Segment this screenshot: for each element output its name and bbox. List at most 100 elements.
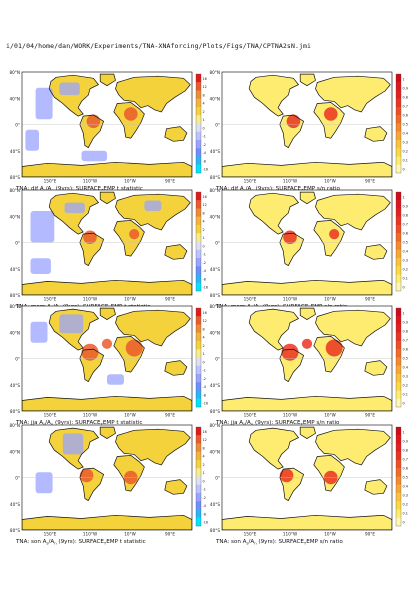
land-antarctica: [222, 515, 392, 530]
coastline: [164, 244, 188, 260]
y-tick-label: 40°S: [10, 383, 20, 388]
colorbar-frame: [395, 307, 402, 408]
high-value-region: [279, 468, 294, 483]
high-value-region: [301, 338, 313, 349]
y-tick-label: 80°N: [209, 70, 220, 75]
negative-region: [59, 314, 84, 334]
colorbar-swatch: [196, 241, 201, 250]
colorbar-tick-label: 0.4: [403, 131, 408, 135]
high-value-region: [325, 339, 343, 357]
coastline: [99, 426, 116, 440]
colorbar-swatch: [396, 324, 401, 333]
colorbar-swatch: [196, 216, 201, 226]
colorbar-tick-label: 0.5: [403, 475, 408, 479]
colorbar-tick-label: 12: [203, 319, 207, 323]
colorbar-tick-label: 0.3: [403, 140, 408, 144]
coastline: [364, 479, 388, 495]
colorbar-swatch: [196, 390, 201, 399]
y-tick-label: 80°N: [9, 70, 20, 75]
negative-region: [30, 258, 51, 274]
negative-region: [64, 202, 85, 214]
map-frame: [21, 305, 193, 412]
coastline: [22, 161, 192, 177]
land-eurasia: [115, 310, 191, 346]
colorbar-tick-label: 8: [203, 446, 205, 450]
y-tick-label: 0°: [15, 123, 20, 128]
coastline: [299, 73, 316, 87]
colorbar-swatch: [396, 74, 401, 83]
colorbar-tick-label: 0.6: [403, 466, 408, 470]
colorbar-tick-label: 4: [203, 336, 205, 340]
colorbar-swatch: [396, 476, 401, 485]
colorbar-swatch: [196, 435, 201, 444]
colorbar-swatch: [196, 258, 201, 267]
x-tick-label: 110°W: [83, 179, 97, 184]
coastline: [222, 161, 392, 177]
colorbar-swatch: [196, 332, 201, 342]
coastline: [313, 102, 345, 139]
colorbar-frame: [395, 191, 402, 292]
colorbar-swatch: [396, 233, 401, 242]
y-tick-label: 40°N: [209, 214, 220, 219]
coastline: [313, 336, 345, 373]
colorbar-swatch: [396, 390, 401, 399]
colorbar-tick-label: 0.6: [403, 231, 408, 235]
map-frame: [21, 424, 193, 531]
y-tick-label: 0°: [215, 123, 220, 128]
y-tick-label: 80°N: [209, 188, 220, 193]
land-eurasia: [115, 76, 191, 112]
x-tick-label: 110°W: [283, 179, 297, 184]
colorbar-tick-label: 0.7: [403, 222, 408, 226]
high-value-region: [79, 468, 94, 483]
colorbar-swatch: [396, 509, 401, 518]
high-value-region: [281, 343, 299, 361]
colorbar-swatch: [396, 484, 401, 494]
map-frame: [21, 189, 193, 296]
land-australia: [364, 126, 387, 142]
colorbar-swatch: [396, 493, 401, 502]
coastline: [115, 193, 191, 231]
high-value-region: [329, 229, 340, 240]
coastline: [48, 192, 100, 235]
negative-region: [81, 150, 107, 162]
high-value-region: [81, 343, 99, 361]
coastline: [248, 427, 300, 470]
x-tick-label: 90°E: [365, 297, 375, 302]
colorbar-swatch: [196, 365, 201, 375]
colorbar-swatch: [196, 509, 201, 518]
y-tick-label: 80°S: [10, 528, 20, 533]
colorbar-swatch: [196, 427, 201, 436]
colorbar-tick-label: 0: [203, 479, 205, 483]
colorbar-swatch: [396, 266, 401, 275]
y-tick-label: 0°: [215, 241, 220, 246]
colorbar-swatch: [396, 341, 401, 350]
x-tick-label: 150°E: [244, 179, 257, 184]
colorbar-tick-label: 1: [403, 430, 405, 434]
coastline: [222, 279, 392, 295]
x-tick-label: 110°W: [83, 532, 97, 537]
coastline: [364, 360, 388, 376]
y-tick-label: 40°N: [9, 449, 20, 454]
colorbar-swatch: [196, 484, 201, 494]
coastline: [113, 336, 145, 373]
map-frame: [221, 424, 393, 531]
colorbar-swatch: [396, 398, 401, 408]
land-antarctica: [22, 162, 192, 177]
x-tick-label: 90°E: [365, 413, 375, 418]
land-north-america: [249, 193, 299, 235]
coastline: [113, 220, 145, 257]
coastline: [48, 427, 100, 470]
x-tick-label: 10°W: [124, 413, 136, 418]
colorbar-swatch: [396, 427, 401, 436]
y-tick-label: 80°S: [210, 175, 220, 180]
colorbar-swatch: [196, 192, 201, 201]
colorbar-swatch: [196, 148, 201, 157]
colorbar-tick-label: 0.6: [403, 113, 408, 117]
colorbar-tick-label: 4: [203, 455, 205, 459]
colorbar-swatch: [196, 341, 201, 350]
colorbar-swatch: [396, 82, 401, 91]
negative-region: [25, 129, 39, 151]
colorbar-tick-label: -2: [203, 496, 206, 500]
